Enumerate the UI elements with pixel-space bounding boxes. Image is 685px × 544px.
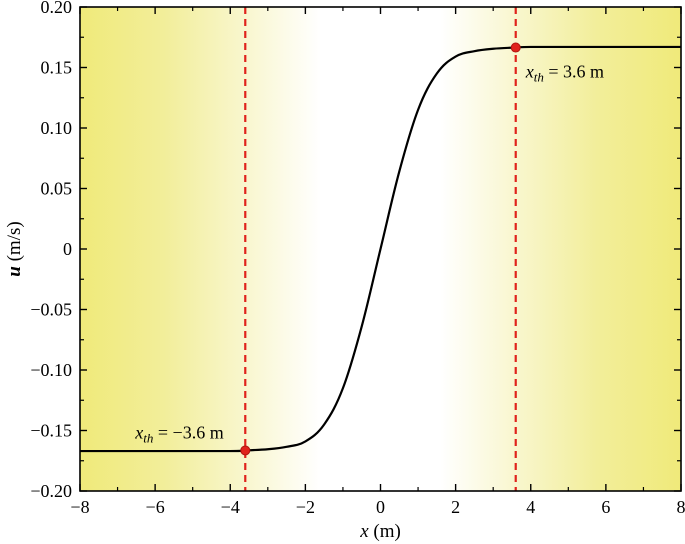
y-tick-label: 0.05 — [41, 179, 73, 199]
threshold-label-value: = 3.6 m — [544, 62, 604, 82]
x-tick-label: 2 — [451, 497, 460, 517]
x-axis-ticks: −8 −6 −4 −2 0 2 4 6 8 — [70, 7, 685, 517]
y-tick-label: −0.05 — [30, 300, 72, 320]
threshold-label-symbol: x — [134, 422, 143, 442]
y-axis-label: u (m/s) — [4, 221, 25, 276]
threshold-marker — [510, 42, 521, 53]
x-tick-label: −4 — [221, 497, 240, 517]
y-tick-label: −0.10 — [30, 360, 72, 380]
threshold-label: xth = 3.6 m — [525, 62, 604, 85]
threshold-label-value: = −3.6 m — [153, 422, 223, 442]
y-tick-label: 0.15 — [41, 58, 73, 78]
threshold-label: xth = −3.6 m — [134, 422, 223, 445]
x-axis-label-var: x — [359, 521, 369, 542]
threshold-marker — [240, 445, 251, 456]
x-tick-label: 0 — [376, 497, 385, 517]
x-axis-label-unit: (m) — [369, 521, 401, 542]
threshold-lines — [244, 7, 517, 491]
x-tick-label: 4 — [526, 497, 535, 517]
y-tick-label: −0.15 — [30, 421, 72, 441]
x-tick-label: −8 — [70, 497, 89, 517]
y-tick-label: 0.20 — [41, 0, 73, 17]
x-tick-label: 6 — [601, 497, 610, 517]
threshold-label-subscript: th — [143, 430, 153, 445]
y-tick-label: −0.20 — [30, 481, 72, 501]
threshold-label-symbol: x — [525, 62, 534, 82]
threshold-label-subscript: th — [534, 70, 544, 85]
x-tick-label: 8 — [677, 497, 685, 517]
y-axis-label-var: u — [4, 266, 25, 277]
y-tick-label: 0 — [63, 239, 72, 259]
x-tick-label: −2 — [296, 497, 315, 517]
x-axis-label: x (m) — [359, 521, 401, 542]
y-axis-ticks: −0.20 −0.15 −0.10 −0.05 0 0.05 0.10 0.15 0.20 — [30, 0, 681, 501]
x-tick-label: −6 — [146, 497, 165, 517]
threshold-markers — [240, 42, 521, 456]
y-tick-label: 0.10 — [41, 118, 73, 138]
y-axis-label-unit: (m/s) — [4, 221, 25, 266]
